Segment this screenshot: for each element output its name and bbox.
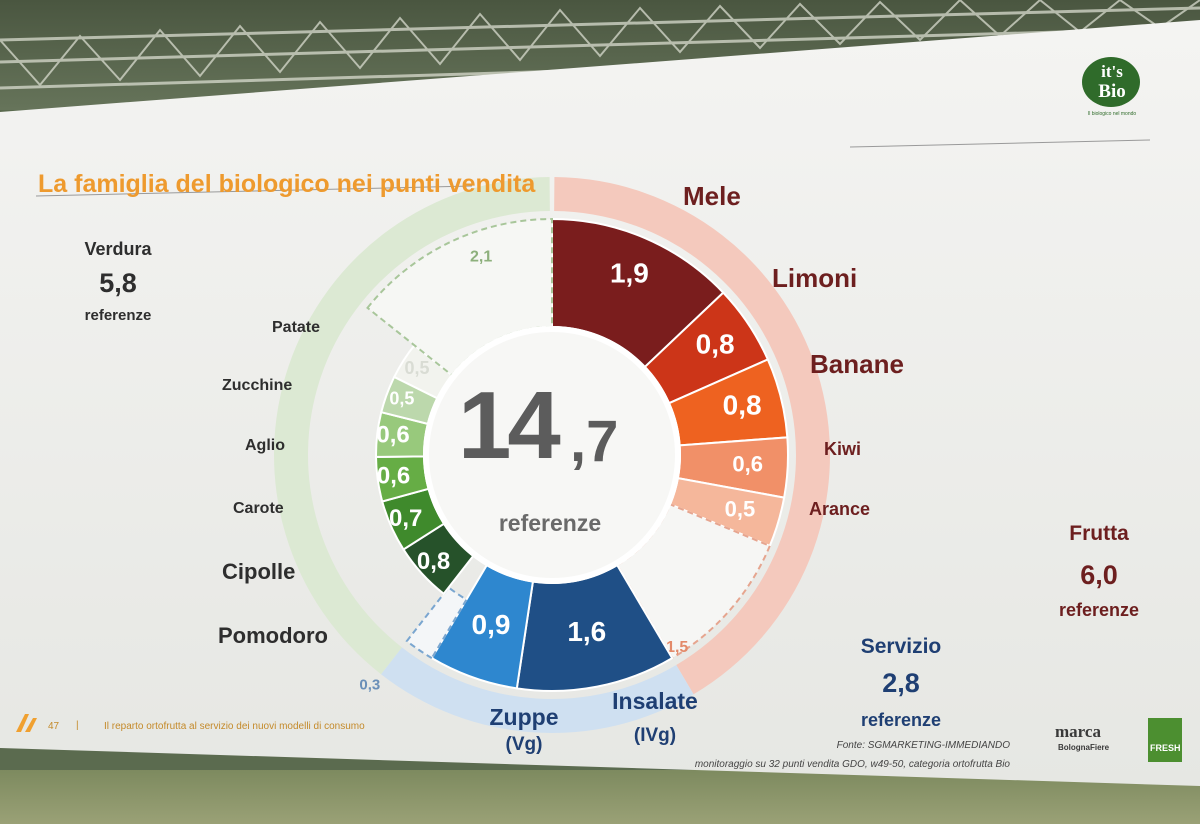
- label-pomodoro: Pomodoro: [218, 623, 328, 648]
- center-total-integer: 14: [458, 372, 561, 479]
- label-aglio: Aglio: [245, 437, 285, 454]
- footer-text: Il reparto ortofrutta al servizio dei nu…: [104, 721, 365, 732]
- label-zuppe: Zuppe: [489, 704, 559, 730]
- label-limoni: Limoni: [772, 263, 858, 293]
- value-aglio: 0,6: [376, 422, 409, 449]
- frutta-outer-ring: [554, 177, 830, 695]
- servizio-outer-ring: [381, 647, 694, 733]
- frutta-value: 6,0: [1080, 560, 1118, 590]
- servizio-title: Servizio: [860, 635, 942, 658]
- label-zuppe-vg: (Vg): [505, 734, 543, 755]
- value-fruit-other: 1,5: [666, 639, 688, 656]
- value-pomodoro: 0,8: [417, 548, 450, 575]
- value-banane: 0,8: [723, 390, 762, 421]
- frutta-unit: referenze: [1058, 600, 1140, 620]
- label-mele: Mele: [683, 181, 741, 211]
- footer-separator: |: [76, 720, 79, 731]
- verdura-outer-ring: [274, 177, 550, 675]
- value-limoni: 0,8: [696, 329, 735, 360]
- value-mele: 1,9: [610, 257, 649, 288]
- label-arance: Arance: [809, 499, 871, 519]
- label-banane: Banane: [810, 349, 904, 379]
- value-patate: 0,5: [404, 358, 429, 378]
- donut-center: [423, 326, 681, 584]
- header-rule: [849, 139, 1151, 148]
- value-kiwi: 0,6: [732, 451, 763, 476]
- donut-chart: 1,9 0,8 0,8 0,6 0,5 1,5 1,6 0,9 0,3 0,8 0,7 0,6 0,6 0…: [274, 177, 830, 733]
- bolognafiere-logo: BolognaFiere: [1058, 743, 1110, 752]
- label-insalate: Insalate: [612, 688, 698, 714]
- source-line-2: monitoraggio su 32 punti vendita GDO, w4…: [694, 759, 1010, 770]
- value-arance: 0,5: [725, 497, 756, 522]
- value-zuppe: 0,9: [472, 609, 511, 640]
- label-zucchine: Zucchine: [222, 377, 293, 394]
- value-veg-other: 2,1: [470, 249, 492, 266]
- source-line-1: Fonte: SGMARKETING-IMMEDIANDO: [836, 740, 1010, 751]
- value-zucchine: 0,5: [389, 388, 414, 408]
- value-service-other: 0,3: [359, 677, 380, 694]
- segment-service-other: [405, 586, 468, 660]
- brand-mark-icon: [16, 714, 40, 732]
- servizio-value: 2,8: [882, 668, 920, 698]
- frutta-title: Frutta: [1069, 522, 1129, 545]
- segment-veg-other: [366, 217, 553, 377]
- slide-title: La famiglia del biologico nei punti vend…: [38, 170, 536, 198]
- its-bio-logo: it's Bio Il biologico nel mondo: [1076, 55, 1146, 127]
- value-cipolle: 0,7: [389, 505, 422, 532]
- value-carote: 0,6: [377, 462, 410, 489]
- label-insalate-ivg: (IVg): [633, 725, 677, 746]
- label-kiwi: Kiwi: [824, 439, 862, 459]
- center-label: referenze: [498, 510, 602, 536]
- servizio-unit: referenze: [860, 710, 942, 730]
- verdura-title: Verdura: [84, 239, 152, 259]
- label-cipolle: Cipolle: [222, 559, 296, 584]
- value-insalate: 1,6: [567, 616, 606, 647]
- verdura-value: 5,8: [99, 268, 137, 298]
- label-carote: Carote: [233, 500, 284, 517]
- title-underline: [35, 185, 473, 197]
- fresh-logo: FRESH: [1148, 718, 1182, 762]
- verdura-unit: referenze: [84, 307, 152, 324]
- marca-logo: marca: [1055, 722, 1101, 741]
- center-total-decimal: ,7: [570, 409, 619, 474]
- label-patate: Patate: [272, 319, 321, 336]
- footer-page-number: 47: [48, 721, 60, 732]
